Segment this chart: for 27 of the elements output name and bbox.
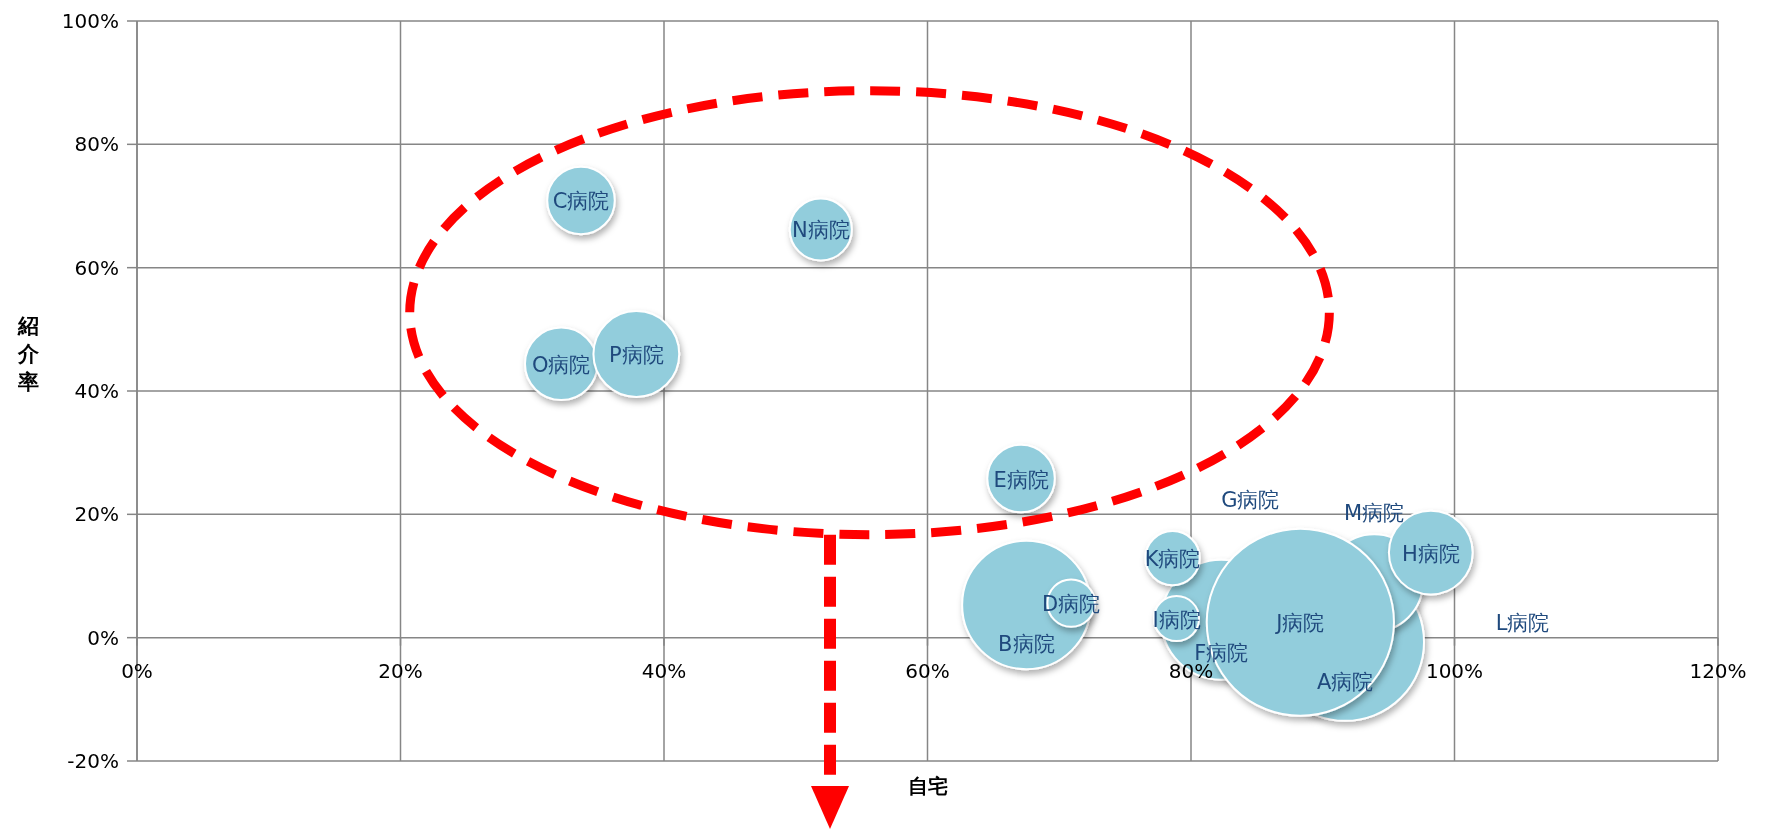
y-tick-label: -20%: [67, 749, 119, 773]
data-label: C病院: [552, 189, 610, 214]
data-label: B病院: [998, 631, 1055, 656]
x-tick-label: 0%: [121, 658, 153, 683]
x-tick-label: 120%: [1689, 658, 1747, 683]
data-label: P病院: [609, 343, 664, 367]
data-label: E病院: [993, 467, 1049, 492]
y-tick-label: 40%: [74, 379, 119, 403]
x-tick-label: 60%: [905, 658, 950, 683]
x-tick-label: 100%: [1425, 658, 1484, 683]
data-label: A病院: [1316, 670, 1374, 695]
y-tick-label: 80%: [74, 132, 119, 157]
y-tick-label: 60%: [74, 255, 119, 280]
data-label: O病院: [531, 352, 591, 377]
annotation: G病院: [1221, 487, 1280, 512]
x-axis-title: 自宅: [907, 774, 948, 798]
data-label: M病院: [1344, 501, 1405, 526]
data-label: J病院: [1274, 611, 1325, 636]
x-tick-label: 20%: [378, 658, 423, 683]
y-tick-label: 20%: [74, 502, 119, 527]
y-tick-label: 100%: [61, 9, 119, 33]
data-label: H病院: [1401, 541, 1460, 566]
y-tick-label: 0%: [87, 625, 119, 650]
x-tick-label: 40%: [641, 658, 687, 683]
annotation: L病院: [1495, 611, 1550, 636]
data-label: N病院: [791, 218, 850, 243]
y-axis-title: 紹介率: [16, 314, 40, 394]
